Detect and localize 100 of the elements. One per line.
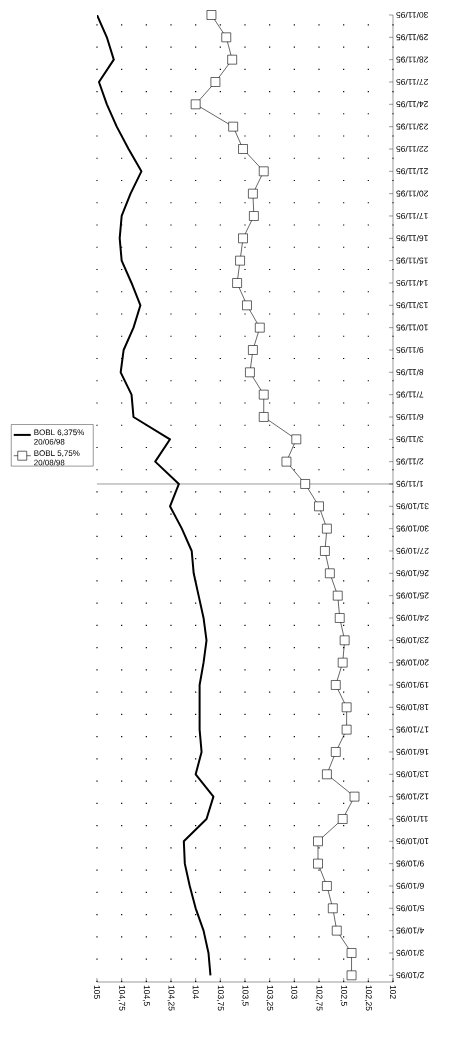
x-tick-label: 103,5 bbox=[241, 985, 249, 1006]
x-tick-label: 102,5 bbox=[340, 985, 348, 1006]
x-tick-label: 102 bbox=[390, 985, 396, 999]
point bbox=[331, 925, 342, 936]
point bbox=[248, 188, 258, 199]
point bbox=[337, 657, 348, 668]
y-tick-label: 6/10/95 bbox=[396, 882, 424, 890]
y-tick-label: 31/10/95 bbox=[396, 503, 429, 510]
point bbox=[235, 255, 245, 266]
x-tick-label: 104,25 bbox=[167, 985, 175, 1011]
x-tick-label: 104,5 bbox=[142, 985, 150, 1006]
point bbox=[258, 166, 269, 177]
point bbox=[325, 568, 335, 579]
point bbox=[322, 523, 332, 534]
y-tick-label: 17/10/95 bbox=[396, 726, 429, 733]
y-tick-label: 3/10/95 bbox=[396, 949, 424, 957]
y-tick-label: 13/11/95 bbox=[396, 302, 428, 309]
y-tick-label: 9/10/95 bbox=[396, 860, 424, 867]
point bbox=[227, 54, 237, 65]
x-tick-label: 102,75 bbox=[315, 985, 323, 1011]
y-tick-label: 9/11/95 bbox=[396, 346, 424, 354]
point bbox=[258, 412, 269, 422]
y-tick-label: 15/11/95 bbox=[396, 257, 428, 264]
point bbox=[322, 769, 332, 780]
point bbox=[242, 300, 252, 311]
point bbox=[190, 99, 201, 110]
point bbox=[210, 77, 221, 87]
y-tick-label: 23/11/95 bbox=[396, 123, 428, 130]
point bbox=[238, 233, 248, 244]
y-tick-label: 16/11/95 bbox=[396, 235, 428, 242]
point bbox=[300, 479, 310, 489]
point bbox=[322, 881, 332, 891]
point bbox=[258, 389, 269, 400]
y-tick-label: 22/11/95 bbox=[396, 145, 428, 153]
point bbox=[248, 345, 258, 355]
y-tick-label: 2/10/95 bbox=[396, 972, 424, 979]
x-tick-label: 105 bbox=[94, 985, 100, 999]
point bbox=[334, 613, 345, 623]
y-tick-label: 28/11/95 bbox=[396, 56, 428, 63]
y-tick-label: 18/10/95 bbox=[396, 704, 429, 711]
y-tick-label: 17/11/95 bbox=[396, 212, 428, 220]
y-tick-label: 30/10/95 bbox=[396, 525, 429, 532]
y-tick-label: 24/11/95 bbox=[396, 101, 428, 108]
point bbox=[346, 948, 357, 958]
y-tick-label: 20/11/95 bbox=[396, 190, 428, 197]
point bbox=[249, 211, 259, 221]
point bbox=[328, 903, 338, 914]
point bbox=[349, 791, 360, 802]
y-tick-label: 29/11/95 bbox=[396, 34, 428, 41]
point bbox=[245, 367, 255, 378]
y-tick-label: 2/11/95 bbox=[396, 458, 424, 465]
y-tick-label: 7/11/95 bbox=[396, 391, 424, 398]
point bbox=[339, 635, 350, 646]
point bbox=[238, 144, 248, 154]
point bbox=[281, 456, 292, 467]
x-tick-label: 104 bbox=[192, 985, 199, 999]
x-tick-label: 104,75 bbox=[118, 985, 126, 1011]
point bbox=[320, 546, 330, 556]
y-tick-label: 16/10/95 bbox=[396, 748, 429, 756]
y-tick-label: 30/11/95 bbox=[396, 11, 429, 19]
point bbox=[330, 680, 341, 690]
point bbox=[232, 278, 242, 288]
point bbox=[221, 32, 232, 43]
y-tick-label: 26/10/95 bbox=[396, 570, 429, 577]
y-tick-label: 27/11/95 bbox=[396, 78, 428, 86]
x-tick-label: 103,75 bbox=[216, 985, 224, 1011]
point bbox=[341, 724, 352, 735]
y-tick-label: 19/10/95 bbox=[396, 681, 429, 689]
y-tick-label: 14/11/95 bbox=[396, 279, 428, 287]
point bbox=[332, 590, 343, 601]
y-tick-label: 21/11/95 bbox=[396, 168, 428, 175]
y-tick-label: 3/11/95 bbox=[396, 436, 424, 443]
point bbox=[255, 322, 265, 333]
x-tick-label: 103 bbox=[291, 985, 298, 999]
point bbox=[313, 858, 323, 869]
y-tick-label: 5/10/95 bbox=[396, 905, 424, 912]
y-tick-label: 23/10/95 bbox=[396, 637, 429, 644]
x-tick-label: 102,25 bbox=[364, 985, 372, 1011]
y-tick-label: 20/10/95 bbox=[396, 659, 429, 666]
point bbox=[314, 501, 324, 512]
y-tick-label: 10/11/95 bbox=[396, 324, 428, 331]
y-tick-label: 13/10/95 bbox=[396, 771, 429, 778]
point bbox=[313, 836, 323, 847]
y-tick-label: 6/11/95 bbox=[396, 413, 424, 421]
point bbox=[330, 747, 341, 757]
point bbox=[346, 970, 357, 981]
y-tick-label: 12/10/95 bbox=[396, 793, 429, 800]
y-tick-label: 10/10/95 bbox=[396, 838, 429, 845]
y-tick-label: 24/10/95 bbox=[396, 614, 429, 622]
y-tick-label: 27/10/95 bbox=[396, 547, 429, 555]
point bbox=[337, 814, 348, 824]
y-tick-label: 25/10/95 bbox=[396, 592, 429, 599]
y-tick-label: 1/11/95 bbox=[396, 480, 423, 488]
x-tick-label: 103,25 bbox=[266, 985, 274, 1011]
point bbox=[341, 702, 352, 713]
point bbox=[206, 10, 217, 20]
y-tick-label: 11/10/95 bbox=[396, 815, 428, 823]
point bbox=[228, 121, 238, 132]
y-tick-label: 4/10/95 bbox=[396, 927, 425, 934]
point bbox=[291, 434, 302, 445]
